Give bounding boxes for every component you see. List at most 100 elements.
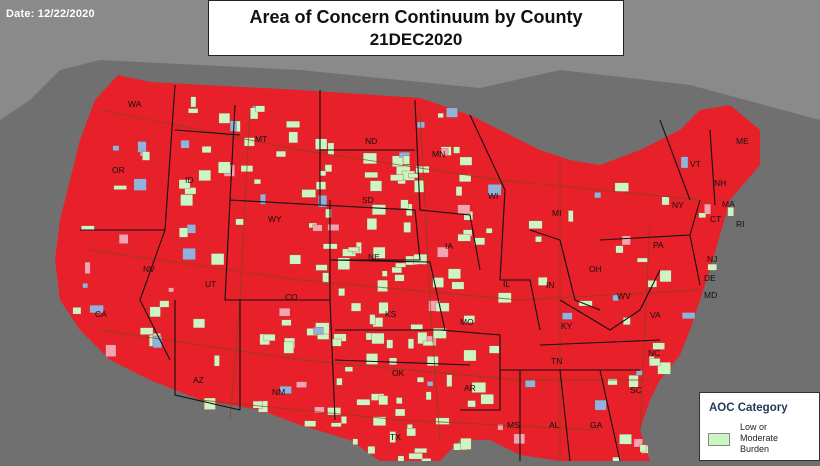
county-patch [140, 327, 154, 335]
county-patch [84, 261, 91, 274]
map-title-box: Area of Concern Continuum by County 21DE… [208, 0, 624, 56]
county-patch [81, 225, 95, 231]
county-patch [457, 204, 471, 214]
state-label-wa: WA [128, 99, 142, 109]
county-patch [289, 254, 301, 265]
county-patch [463, 315, 475, 323]
highway-line [199, 399, 601, 431]
state-label-ok: OK [392, 368, 405, 378]
state-borders [80, 84, 716, 462]
county-patch [304, 420, 317, 427]
county-patch [253, 179, 261, 185]
county-patch [381, 270, 388, 277]
county-patch [322, 272, 329, 283]
state-label-mt: MT [255, 134, 267, 144]
county-patch [341, 416, 347, 424]
county-patch [113, 185, 127, 190]
legend-title: AOC Category [709, 402, 788, 414]
state-label-mi: MI [552, 208, 561, 218]
county-patch [82, 283, 88, 289]
county-patch [680, 156, 689, 169]
county-patch [364, 171, 378, 178]
state-label-ar: AR [464, 383, 476, 393]
county-patch [562, 312, 573, 320]
county-patch [371, 332, 385, 345]
state-label-il: IL [503, 279, 510, 289]
state-label-wv: WV [617, 291, 631, 301]
county-patch [214, 355, 220, 367]
county-patch [89, 305, 104, 314]
county-patch [149, 306, 161, 318]
county-patch [235, 218, 244, 226]
county-patch [389, 357, 397, 365]
state-label-nh: NH [714, 178, 726, 188]
county-patch [352, 438, 359, 445]
county-patch [446, 107, 458, 118]
county-patch [325, 208, 332, 219]
county-patch [367, 446, 376, 454]
county-patch [315, 138, 328, 150]
county-patch [636, 370, 643, 376]
state-label-ct: CT [710, 214, 721, 224]
state-label-ny: NY [672, 200, 684, 210]
county-patch [377, 279, 388, 292]
legend-panel: AOC Category Low or Moderate Burden [699, 392, 820, 461]
county-patch [498, 292, 512, 303]
county-patch [417, 377, 424, 383]
county-patch [471, 382, 486, 393]
county-patch [336, 378, 343, 386]
county-patch [628, 375, 639, 388]
county-patch [378, 395, 389, 406]
county-patch [489, 345, 500, 354]
county-patch [179, 227, 189, 238]
county-patch [448, 268, 461, 280]
county-patch [633, 438, 643, 448]
county-patch [396, 397, 403, 404]
county-patch [657, 362, 671, 375]
state-border-line [414, 99, 481, 271]
county-patch [190, 96, 197, 108]
county-patch [330, 422, 342, 427]
county-patch [422, 340, 435, 346]
county-patch [286, 120, 300, 128]
county-patch [408, 173, 420, 179]
county-patch [636, 257, 648, 263]
county-patch [414, 448, 428, 454]
county-patch [218, 113, 231, 124]
county-patch [427, 381, 434, 387]
county-patch [105, 344, 117, 357]
county-patch [118, 234, 129, 244]
county-patch [682, 312, 696, 319]
county-patch [112, 145, 120, 151]
county-patch [528, 220, 543, 229]
county-patch [288, 131, 298, 144]
county-patch [337, 257, 350, 270]
county-patch [283, 341, 294, 354]
county-patch [316, 181, 326, 190]
county-patch [525, 379, 536, 388]
county-patch [338, 288, 345, 297]
county-patch [455, 186, 463, 196]
county-patch [356, 399, 371, 406]
county-patch [211, 253, 225, 266]
county-patch [279, 386, 292, 394]
highway-line [639, 219, 651, 431]
county-patch [400, 199, 409, 209]
county-patch [459, 156, 473, 166]
county-patch [391, 266, 402, 274]
state-border-line [529, 229, 601, 311]
county-patch [372, 416, 386, 426]
county-patch [578, 300, 593, 307]
county-patch [426, 356, 439, 367]
county-patch [279, 308, 291, 317]
county-patch [168, 287, 174, 293]
county-patch [313, 327, 324, 335]
state-label-vt: VT [690, 159, 701, 169]
state-border-line [319, 204, 421, 261]
state-label-ri: RI [736, 219, 745, 229]
county-patch [727, 207, 734, 217]
state-label-in: IN [546, 280, 555, 290]
county-patch [395, 262, 406, 268]
county-patch [497, 423, 504, 431]
